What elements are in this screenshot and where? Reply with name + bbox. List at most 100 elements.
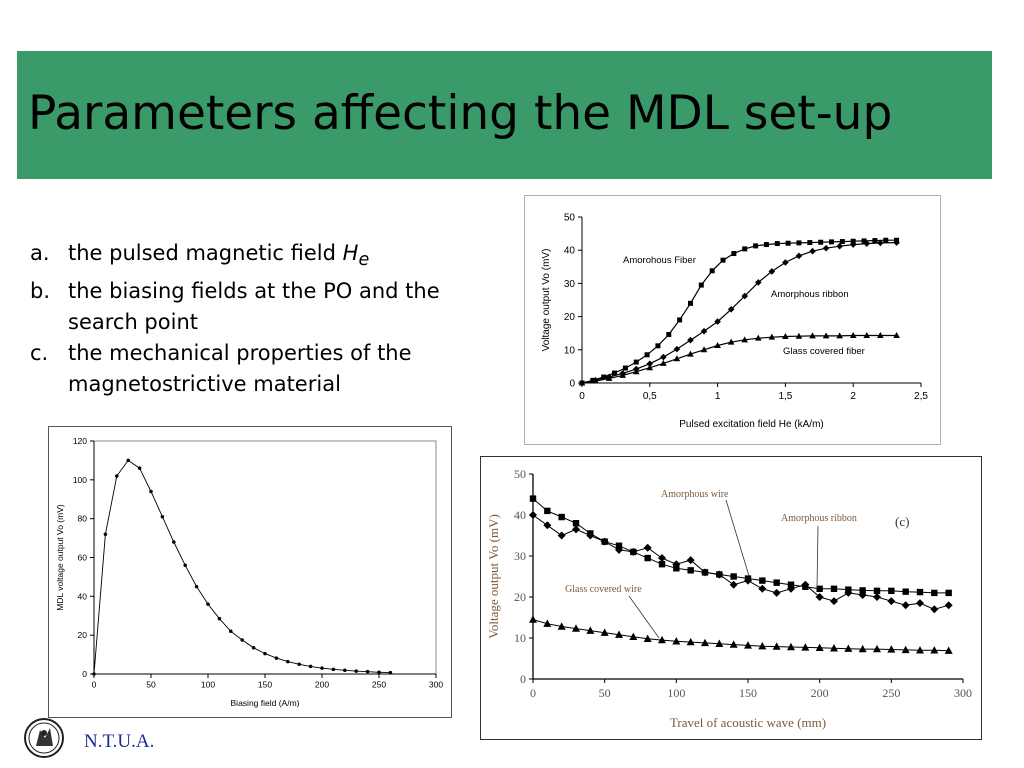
y-tick-label: 30 [564,279,576,290]
data-point [655,343,661,349]
data-point [622,365,628,371]
data-point [632,368,640,375]
series-label-ribbon: Amorphous ribbon [781,513,857,524]
data-point [544,507,551,515]
data-point [687,336,694,344]
data-point [815,593,824,601]
data-point [782,259,789,266]
data-point [615,542,623,549]
y-tick-label: 0 [569,379,575,390]
data-point [677,317,683,323]
data-point [615,630,623,638]
x-tick-label: 100 [667,686,685,700]
data-point [160,514,165,519]
ntua-logo-icon [24,718,64,758]
data-point [818,239,824,245]
data-point [700,327,708,335]
y-tick-label: 20 [78,630,88,640]
slide-title: Parameters affecting the MDL set-up [28,86,893,141]
data-point [758,642,767,650]
x-tick-label: 250 [882,686,900,700]
data-point [731,251,737,257]
data-point [729,580,738,589]
data-point [816,585,823,592]
y-tick-label: 80 [78,514,88,524]
symbol-h: H [342,241,359,265]
data-point [365,669,370,674]
x-tick-label: 1,5 [778,391,792,402]
x-tick-label: 250 [372,680,386,690]
data-point [744,641,752,649]
x-tick-label: 150 [258,680,272,690]
data-point [830,585,838,592]
data-point [286,659,290,664]
y-tick-label: 40 [514,508,526,522]
series-label-fiber: Amorohous Fiber [623,255,696,266]
data-point [630,548,637,556]
y-tick-label: 100 [73,475,87,485]
data-point [887,597,896,606]
data-point [754,334,762,341]
series-line [581,334,897,384]
data-point [557,531,566,540]
data-point [320,666,324,670]
data-point [673,345,681,353]
x-tick-label: 200 [811,686,829,700]
data-point [701,569,709,576]
y-tick-label: 60 [78,552,88,562]
title-bar [17,51,992,179]
series-line [532,619,949,652]
y-tick-label: 120 [73,436,87,446]
x-tick-label: 0 [579,391,585,402]
data-point [730,573,737,580]
data-point [658,561,666,568]
y-tick-label: 20 [564,312,576,323]
data-point [529,615,537,623]
data-point [686,556,695,565]
bullet-letter: b. [30,279,51,304]
y-tick-label: 40 [78,591,88,601]
data-point [883,237,889,243]
bullet-list: a. the pulsed magnetic field He b. the b… [30,238,500,400]
symbol-sub-e: e [358,250,370,271]
data-point [930,646,939,654]
data-point [916,588,924,596]
data-point [331,667,336,672]
leader-line-ribbon [816,525,819,590]
y-tick-label: 30 [514,549,526,563]
data-point [741,292,749,300]
bullet-text-main: the pulsed magnetic field [68,241,343,265]
data-point [388,670,393,675]
bullet-item-b: b. the biasing fields at the PO and the … [30,276,500,338]
data-point [845,586,852,593]
data-point [859,587,866,594]
series-label-ribbon: Amorphous ribbon [771,289,849,300]
data-point [572,520,580,527]
data-point [354,669,358,673]
data-point [877,239,884,247]
data-point [782,333,789,340]
panel-annotation: (c) [895,514,909,529]
data-point [720,257,726,263]
y-tick-label: 10 [564,345,576,356]
data-point [930,605,939,614]
glass-covered-fiber-series [578,332,900,386]
bullet-item-a: a. the pulsed magnetic field He [30,238,500,276]
data-point [229,629,233,634]
data-point [741,336,749,343]
x-tick-label: 50 [599,686,611,700]
data-point [673,565,680,572]
data-point [578,379,586,386]
data-point [744,575,752,582]
data-point [529,511,537,519]
series-line [532,498,949,594]
data-point [931,589,938,597]
data-point [194,584,199,589]
data-point [343,668,347,673]
data-point [945,589,952,597]
data-point [377,670,381,675]
data-point [666,332,672,338]
data-point [773,579,780,586]
data-point [893,239,900,246]
data-point [297,662,301,667]
